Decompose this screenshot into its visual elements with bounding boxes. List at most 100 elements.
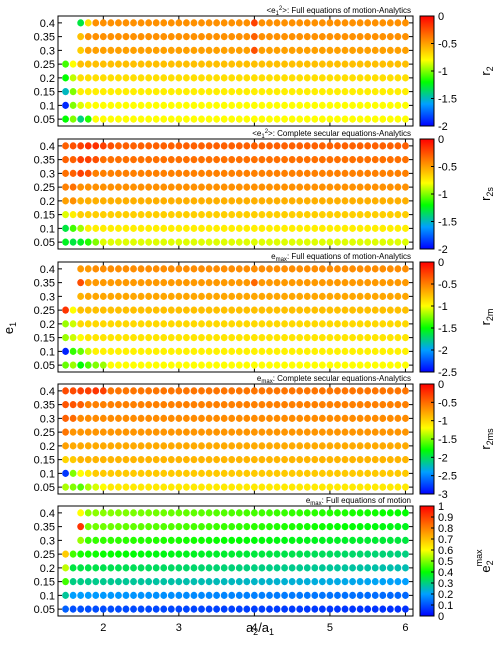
data-point (235, 306, 243, 314)
data-point (183, 523, 190, 531)
data-point (137, 292, 145, 300)
data-point (183, 238, 190, 246)
data-point (311, 265, 319, 273)
data-point (394, 550, 402, 558)
data-point (130, 19, 137, 27)
data-point (167, 279, 175, 287)
data-point (364, 361, 372, 369)
data-point (213, 292, 221, 300)
data-point (84, 442, 92, 450)
data-point (371, 238, 379, 246)
data-point (152, 292, 160, 300)
data-point (213, 60, 221, 68)
data-point (349, 347, 356, 355)
colorbar-label-base: r (478, 71, 493, 76)
data-point (258, 60, 266, 68)
data-point (349, 578, 356, 586)
data-point (198, 361, 205, 369)
data-point (250, 46, 258, 54)
data-point (205, 509, 213, 517)
data-point (160, 320, 168, 328)
data-point (190, 509, 198, 517)
data-point (326, 211, 334, 219)
data-point (220, 578, 228, 586)
data-point (364, 33, 372, 41)
data-point (167, 156, 175, 164)
data-point (386, 334, 394, 342)
x-tick-label: 3 (176, 622, 182, 634)
data-point (62, 115, 69, 123)
data-point (349, 591, 356, 599)
data-point (326, 509, 334, 517)
data-point (115, 279, 122, 287)
data-point (62, 361, 69, 369)
data-point (281, 101, 288, 109)
data-point (190, 238, 198, 246)
data-point (250, 279, 258, 287)
data-point (394, 591, 402, 599)
data-point (250, 197, 258, 205)
data-point (364, 115, 372, 123)
data-point (130, 320, 137, 328)
data-point (145, 361, 153, 369)
data-point (167, 88, 175, 96)
data-point (137, 550, 145, 558)
data-point (288, 550, 296, 558)
data-point (77, 536, 85, 544)
data-point (311, 469, 319, 477)
data-point (266, 224, 273, 232)
data-point (311, 279, 319, 287)
data-point (213, 279, 221, 287)
data-point (160, 578, 168, 586)
data-point (198, 387, 205, 395)
data-point (318, 183, 326, 191)
data-point (371, 265, 379, 273)
data-point (303, 361, 311, 369)
data-point (107, 442, 115, 450)
data-point (167, 428, 175, 436)
data-point (115, 224, 122, 232)
data-point (379, 279, 387, 287)
data-point (386, 414, 394, 422)
data-point (379, 483, 387, 491)
data-point (107, 46, 115, 54)
data-point (394, 347, 402, 355)
data-point (107, 536, 115, 544)
data-point (190, 101, 198, 109)
data-point (205, 361, 213, 369)
data-point (167, 238, 175, 246)
colorbar-label: r2s (478, 187, 495, 201)
data-point (250, 60, 258, 68)
data-point (115, 456, 122, 464)
data-point (175, 115, 183, 123)
data-point (318, 33, 326, 41)
data-point (402, 428, 409, 436)
data-point (273, 306, 281, 314)
data-point (183, 265, 190, 273)
data-point (235, 183, 243, 191)
y-tick-label: 0.15 (34, 210, 55, 222)
data-point (356, 60, 364, 68)
data-point (137, 509, 145, 517)
data-point (77, 564, 85, 572)
data-point (288, 347, 296, 355)
data-point (84, 564, 92, 572)
data-point (92, 115, 100, 123)
data-point (250, 591, 258, 599)
data-point (198, 279, 205, 287)
data-point (183, 74, 190, 82)
data-point (296, 74, 304, 82)
data-point (69, 306, 77, 314)
data-point (288, 536, 296, 544)
data-point (273, 456, 281, 464)
data-point (92, 306, 100, 314)
data-point (371, 578, 379, 586)
data-point (311, 361, 319, 369)
data-point (243, 169, 251, 177)
x-tick-label: 2 (100, 622, 106, 634)
data-point (349, 224, 356, 232)
data-point (402, 523, 409, 531)
y-axis-label-base: e (1, 327, 16, 334)
data-point (379, 197, 387, 205)
data-point (364, 347, 372, 355)
